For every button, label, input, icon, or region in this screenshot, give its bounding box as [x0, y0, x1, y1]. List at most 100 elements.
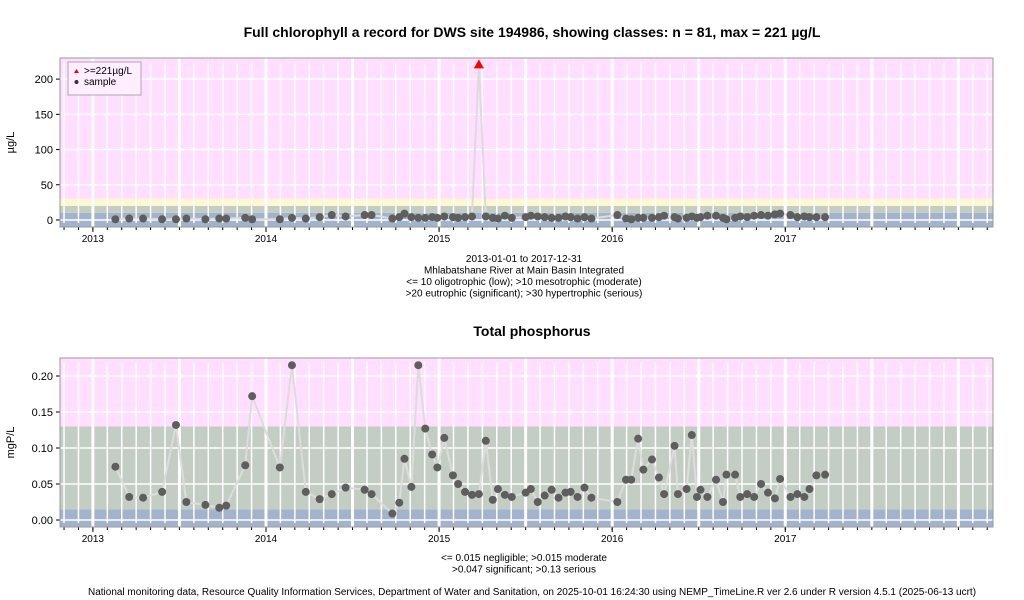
data-point: [440, 433, 449, 442]
data-point: [757, 480, 766, 489]
data-point: [301, 487, 310, 496]
data-point: [540, 491, 549, 500]
data-point: [736, 492, 745, 501]
data-point: [507, 213, 516, 222]
caption-line: 2013-01-01 to 2017-12-31: [466, 254, 583, 265]
data-point: [587, 493, 596, 502]
flagged-point: [473, 59, 484, 69]
data-point: [287, 213, 296, 222]
data-point: [703, 211, 712, 220]
data-point: [241, 213, 250, 222]
data-point: [388, 509, 397, 518]
data-point: [171, 420, 180, 429]
data-point: [573, 492, 582, 501]
data-point: [800, 492, 809, 501]
y-tick-label: 200: [35, 74, 53, 86]
data-point: [111, 215, 120, 224]
data-point: [627, 475, 636, 484]
data-point: [275, 215, 284, 224]
caption-line: >0.047 significant; >0.13 serious: [452, 565, 596, 576]
data-point: [414, 361, 423, 370]
data-point: [547, 485, 556, 494]
data-point: [812, 213, 821, 222]
data-point: [540, 213, 549, 222]
data-point: [327, 490, 336, 499]
data-point: [712, 211, 721, 220]
data-point: [647, 213, 656, 222]
x-tick-label: 2016: [601, 534, 624, 545]
data-point: [481, 436, 490, 445]
data-point: [812, 471, 821, 480]
data-point: [533, 498, 542, 507]
data-point: [533, 212, 542, 221]
data-point: [461, 487, 470, 496]
data-point: [400, 454, 409, 463]
data-point: [493, 485, 502, 494]
data-point: [315, 213, 324, 222]
x-tick-label: 2013: [82, 234, 105, 245]
data-point: [241, 461, 250, 470]
x-tick-label: 2013: [82, 534, 105, 545]
data-point: [275, 463, 284, 472]
data-point: [639, 465, 648, 474]
data-point: [500, 211, 509, 220]
data-point: [776, 209, 785, 218]
data-point: [467, 490, 476, 499]
x-tick-label: 2017: [774, 534, 797, 545]
data-point: [634, 434, 643, 443]
legend-triangle-icon: [74, 69, 79, 73]
data-point: [341, 212, 350, 221]
data-point: [722, 470, 731, 479]
data-point: [421, 424, 430, 433]
data-point: [687, 431, 696, 440]
y-tick-label: 50: [41, 180, 53, 192]
data-point: [428, 450, 437, 459]
y-tick-label: 0.10: [32, 443, 53, 455]
data-point: [736, 212, 745, 221]
data-point: [507, 492, 516, 501]
data-point: [731, 470, 740, 479]
data-point: [627, 215, 636, 224]
data-point: [647, 455, 656, 464]
data-point: [139, 214, 148, 223]
data-point: [573, 214, 582, 223]
data-point: [660, 211, 669, 220]
y-axis-label: mgP/L: [5, 427, 17, 459]
data-point: [360, 485, 369, 494]
data-point: [703, 492, 712, 501]
data-point: [554, 213, 563, 222]
plot-frame: [59, 57, 994, 228]
data-point: [693, 492, 702, 501]
data-point: [763, 488, 772, 497]
data-point: [182, 498, 191, 507]
data-point: [287, 361, 296, 370]
data-point: [500, 490, 509, 499]
caption-line: >20 eutrophic (significant); >30 hypertr…: [406, 289, 643, 300]
data-point: [613, 211, 622, 220]
data-point: [171, 215, 180, 224]
data-point: [125, 492, 134, 501]
data-point: [639, 213, 648, 222]
data-point: [111, 462, 120, 471]
x-tick-label: 2017: [774, 234, 797, 245]
data-point: [750, 211, 759, 220]
data-point: [554, 493, 563, 502]
caption-line: <= 10 oligotrophic (low); >10 mesotrophi…: [406, 277, 641, 288]
data-point: [776, 474, 785, 483]
data-point: [454, 480, 463, 489]
data-point: [526, 485, 535, 494]
data-point: [712, 475, 721, 484]
data-point: [395, 498, 404, 507]
data-point: [454, 213, 463, 222]
legend-label: sample: [84, 77, 117, 88]
data-point: [215, 214, 224, 223]
legend-box: [67, 61, 142, 96]
data-point: [805, 485, 814, 494]
data-point: [360, 211, 369, 220]
data-point: [421, 213, 430, 222]
data-point: [718, 498, 727, 507]
data-point: [407, 482, 416, 491]
chart-title: Total phosphorus: [473, 323, 590, 339]
data-point: [743, 490, 752, 499]
